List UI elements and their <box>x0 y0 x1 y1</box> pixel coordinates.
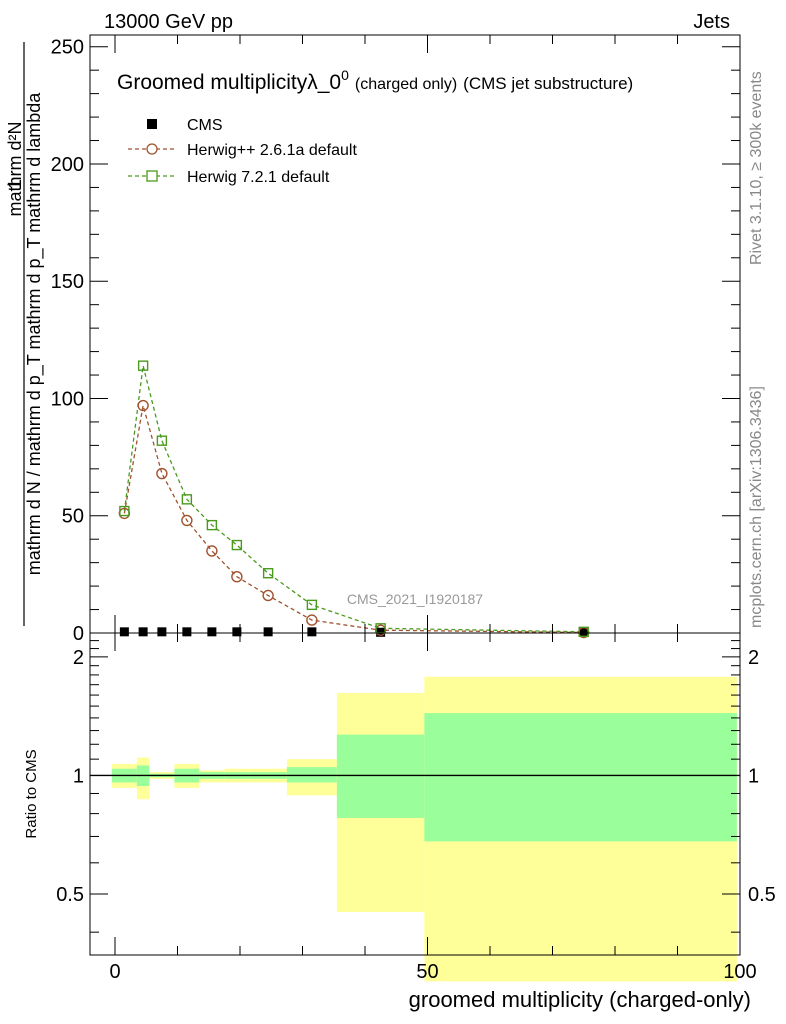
ratio-band-inner-9 <box>424 713 737 842</box>
ylabel-denominator: mathrm d N / mathrm d p_T mathrm d p_T m… <box>24 92 45 575</box>
rivet-version-label: Rivet 3.1.10, ≥ 300k events <box>748 71 765 265</box>
point-cms-6 <box>263 627 273 637</box>
point-herwig7-3 <box>181 494 193 505</box>
point-herwig7-7 <box>306 599 318 611</box>
legend-cms-marker <box>147 119 157 129</box>
title-charged-only: (charged only) <box>355 76 457 93</box>
legend-cms-label: CMS <box>187 117 223 134</box>
point-herwig7-0 <box>119 505 130 517</box>
ratio-y-tick-label: 1 <box>73 765 84 787</box>
point-herwig7-9 <box>578 626 589 638</box>
analysis-watermark: CMS_2021_I1920187 <box>347 591 483 607</box>
y-tick-label: 250 <box>51 37 84 59</box>
point-herwigpp-4 <box>206 545 218 557</box>
point-herwig7-5 <box>231 539 243 551</box>
legend-herwigpp-label: Herwig++ 2.6.1a default <box>187 142 357 159</box>
point-cms-4 <box>207 627 217 637</box>
point-herwig7-1 <box>137 360 149 371</box>
mcplots-label: mcplots.cern.ch [arXiv:1306.3436] <box>748 386 765 628</box>
y-tick-label: 200 <box>51 154 84 176</box>
point-herwig7-6 <box>262 568 274 579</box>
energy-label: 13000 GeV pp <box>104 11 233 33</box>
ratio-y-tick-label-right: 0.5 <box>748 884 776 906</box>
point-cms-3 <box>182 627 192 637</box>
point-herwigpp-2 <box>156 467 168 480</box>
y-tick-label: 150 <box>51 271 84 293</box>
point-cms-1 <box>138 627 148 637</box>
point-cms-7 <box>307 627 317 637</box>
main-ylabel: 1 mathrm d²N mathrm d N / mathrm d p_T m… <box>5 42 45 626</box>
point-herwigpp-7 <box>306 614 318 626</box>
ylabel-numerator: mathrm d²N <box>5 121 25 216</box>
ratio-y-tick-label-right: 2 <box>748 647 759 669</box>
legend: CMS Herwig++ 2.6.1a default Herwig 7.2.1… <box>128 117 357 186</box>
point-cms-5 <box>232 627 242 637</box>
legend-herwigpp-marker <box>146 143 158 155</box>
ratio-y-tick-label: 0.5 <box>56 884 84 906</box>
x-tick-label: 50 <box>416 961 438 983</box>
point-herwig7-2 <box>156 435 168 446</box>
ylabel-one: 1 <box>5 179 25 189</box>
y-tick-label: 0 <box>73 623 84 645</box>
ratio-plot-frame <box>89 632 741 956</box>
x-tick-label: 0 <box>109 961 120 983</box>
point-herwigpp-5 <box>231 571 243 583</box>
category-label: Jets <box>693 11 730 33</box>
point-cms-2 <box>157 627 167 637</box>
point-herwig7-4 <box>206 519 218 531</box>
title-math: λ_0 <box>307 71 341 94</box>
ratio-ylabel: Ratio to CMS <box>23 749 40 838</box>
ratio-y-tick-label-right: 1 <box>748 765 759 787</box>
series-line-herwigpp <box>123 405 584 634</box>
x-axis-label: groomed multiplicity (charged-only) <box>409 987 751 1012</box>
legend-herwig7-label: Herwig 7.2.1 default <box>187 169 330 186</box>
title-main: Groomed multiplicity <box>117 71 308 94</box>
series-line-herwig7 <box>123 365 584 633</box>
point-cms-0 <box>119 627 129 637</box>
plot-title: Groomed multiplicityλ_00 (charged only) (C… <box>117 67 633 94</box>
point-herwigpp-3 <box>181 514 193 527</box>
y-tick-label: 50 <box>62 506 84 528</box>
title-superscript: 0 <box>341 67 349 83</box>
ratio-band-inner-8 <box>336 734 425 818</box>
title-cms-substructure: (CMS jet substructure) <box>463 74 633 93</box>
point-herwigpp-1 <box>137 399 149 412</box>
ratio-y-tick-label: 2 <box>73 647 84 669</box>
point-herwigpp-6 <box>262 589 274 602</box>
legend-herwig7-marker <box>146 170 158 182</box>
x-tick-label: 100 <box>723 961 756 983</box>
y-tick-label: 100 <box>51 388 84 410</box>
ratio-band-inner-7 <box>286 767 337 783</box>
